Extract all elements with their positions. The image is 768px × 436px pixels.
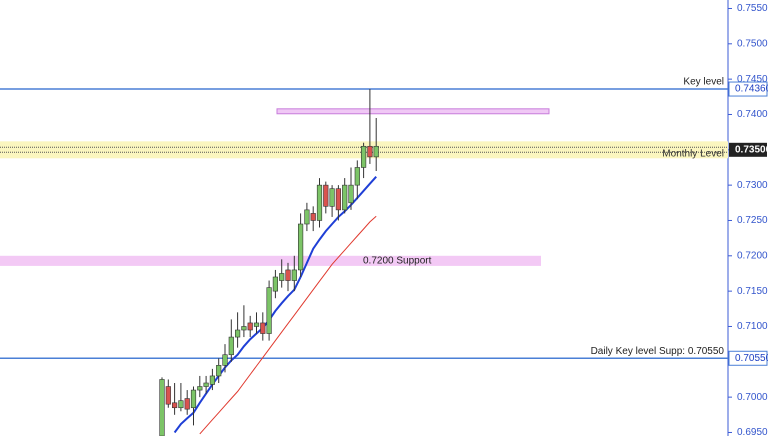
level-text: Key level — [683, 77, 724, 88]
candle-body — [360, 145, 367, 168]
candle-body — [178, 400, 184, 409]
moving-average — [173, 176, 377, 434]
level-label: 0.70550 — [735, 353, 768, 364]
candle-body — [310, 213, 316, 221]
candle-body — [209, 375, 216, 385]
candle-body — [272, 276, 279, 292]
candle-body — [197, 386, 203, 391]
candle-body — [279, 273, 285, 281]
candle-body — [228, 336, 234, 356]
level-tag — [728, 81, 768, 97]
candle-body — [304, 209, 310, 225]
level-text: Daily Key level Supp: 0.70550 — [591, 346, 725, 357]
y-tick-label: 0.69500 — [737, 427, 768, 436]
zone-label: Monthly Level — [662, 148, 724, 159]
candle-body — [203, 382, 209, 387]
candle-body — [342, 184, 348, 211]
candle-body — [165, 386, 171, 405]
zone — [276, 108, 550, 115]
zone — [0, 255, 541, 266]
candle-body — [335, 188, 342, 211]
candle-body — [190, 389, 197, 409]
candle-body — [216, 365, 222, 377]
candle-body — [241, 326, 247, 331]
level-tag — [728, 350, 768, 366]
candle-body — [184, 398, 190, 410]
candle-body — [159, 379, 165, 436]
candle-body — [235, 329, 241, 338]
candle-body — [222, 354, 228, 366]
level-label: 0.73500 — [735, 144, 768, 155]
candle-body — [297, 223, 304, 271]
candle-body — [348, 184, 354, 204]
candle-body — [316, 184, 323, 221]
candle-body — [247, 322, 253, 331]
candle-body — [367, 145, 373, 158]
candle-body — [373, 145, 379, 158]
candle-body — [253, 322, 260, 327]
moving-average — [199, 215, 377, 435]
candle-body — [266, 287, 272, 334]
candle-body — [172, 402, 178, 409]
candle-body — [285, 269, 291, 281]
candle-body — [329, 188, 335, 207]
candle-body — [323, 184, 329, 207]
level-label: 0.74360 — [735, 84, 768, 95]
candle-body — [291, 269, 297, 281]
level-tag — [729, 142, 767, 157]
candle-body — [260, 322, 266, 334]
zone-label: 0.7200 Support — [363, 255, 432, 266]
candle-body — [354, 167, 360, 186]
